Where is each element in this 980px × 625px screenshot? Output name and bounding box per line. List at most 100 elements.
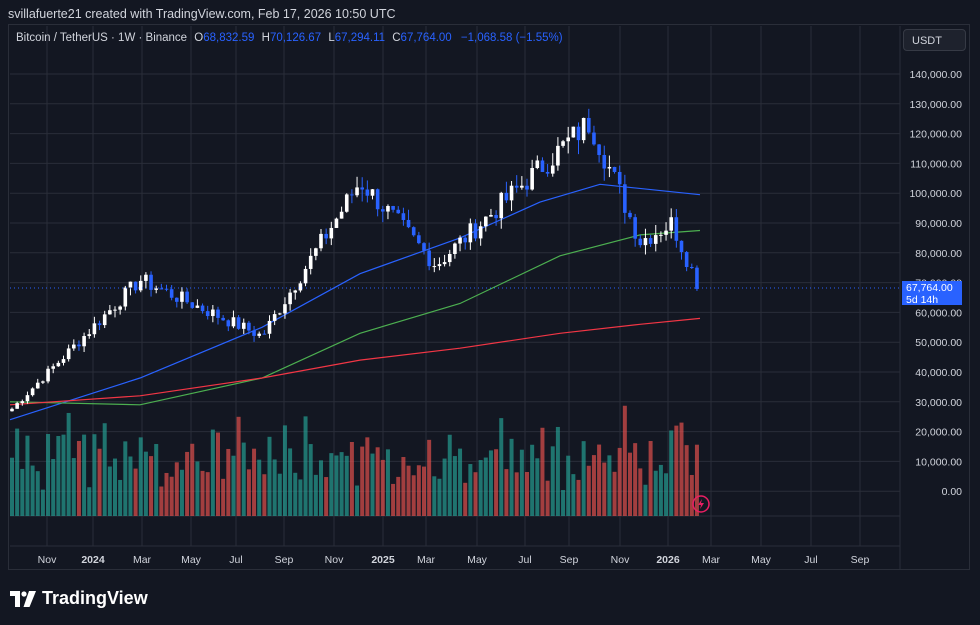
volume-bar	[504, 469, 509, 516]
candle-body	[690, 266, 694, 268]
close-value: 67,764.00	[400, 32, 452, 44]
y-tick-label: 30,000.00	[915, 397, 962, 409]
volume-bar	[586, 465, 591, 516]
candle-body	[355, 187, 359, 196]
volume-bar	[241, 442, 246, 516]
y-tick-label: 90,000.00	[915, 218, 962, 230]
currency-selector[interactable]: USDT	[903, 29, 966, 51]
volume-bar	[30, 465, 35, 516]
candle-body	[154, 288, 158, 290]
candle-body	[628, 212, 632, 218]
candle-body	[381, 209, 385, 212]
volume-bar	[396, 476, 401, 516]
volume-bar	[231, 455, 236, 516]
volume-bar	[545, 480, 550, 516]
candle-body	[484, 216, 488, 227]
volume-bar	[638, 468, 643, 516]
volume-bar	[514, 472, 519, 516]
candle-body	[695, 267, 699, 289]
volume-bar	[669, 430, 674, 516]
volume-bar	[519, 449, 524, 516]
candle-body	[478, 226, 483, 239]
candle-body	[504, 192, 509, 201]
candle-body	[406, 219, 411, 228]
candle-body	[252, 330, 256, 336]
candle-body	[530, 168, 534, 190]
candle-body	[144, 274, 148, 281]
candle-body	[30, 388, 35, 396]
volume-bar	[97, 448, 102, 516]
volume-bar	[664, 473, 669, 516]
candle-body	[643, 238, 648, 246]
volume-bar	[581, 441, 586, 516]
volume-bars	[10, 405, 699, 516]
candle-body	[607, 166, 612, 169]
y-tick-label: 20,000.00	[915, 427, 962, 439]
candle-body	[679, 240, 684, 253]
time-axis[interactable]: Nov 2024 Mar May Jul Sep Nov 2025 Mar May Jul Sep No…	[38, 554, 870, 566]
candle-body	[427, 250, 431, 267]
candle-body	[386, 206, 390, 212]
y-tick-label: 0.00	[942, 486, 963, 498]
volume-bar	[525, 472, 529, 516]
volume-bar	[344, 455, 349, 516]
brand-name: TradingView	[42, 588, 148, 608]
volume-bar	[138, 437, 143, 516]
volume-bar	[174, 462, 179, 516]
candle-body	[298, 283, 303, 291]
candle-body	[72, 344, 76, 349]
volume-bar	[205, 472, 210, 516]
candle-body	[396, 209, 401, 214]
lightning-bolt-icon[interactable]	[692, 495, 710, 513]
volume-bar	[298, 479, 303, 516]
volume-bar	[149, 456, 154, 516]
volume-bar	[597, 444, 602, 516]
volume-bar	[190, 443, 195, 516]
candle-body	[25, 395, 30, 402]
candle-body	[489, 214, 493, 217]
candle-body	[211, 309, 215, 317]
volume-bar	[252, 448, 257, 516]
moving-average-line	[9, 317, 701, 406]
volume-bar	[25, 435, 30, 516]
price-axis[interactable]: 140,000.00 130,000.00 120,000.00 110,000.00…	[909, 69, 962, 498]
candle-body	[195, 305, 200, 308]
symbol-label[interactable]: Bitcoin / TetherUS · 1W · Binance	[16, 32, 188, 44]
ohlc-legend: Bitcoin / TetherUS · 1W · Binance O68,83…	[16, 32, 563, 44]
moving-averages	[9, 183, 701, 421]
candle-body	[525, 185, 529, 190]
candle-body	[633, 217, 637, 239]
volume-bar	[272, 459, 277, 516]
tradingview-brand[interactable]: TradingView	[10, 588, 148, 609]
candle-body	[571, 126, 576, 138]
candle-body	[169, 289, 174, 298]
volume-bar	[46, 434, 51, 516]
volume-bar	[319, 460, 323, 516]
candle-body	[293, 290, 298, 293]
candle-body	[267, 320, 272, 334]
volume-bar	[643, 484, 648, 516]
chart-credit: svillafuerte21 created with TradingView.…	[8, 7, 396, 21]
volume-bar	[432, 476, 437, 516]
candle-body	[241, 322, 246, 329]
candle-body	[221, 317, 225, 321]
volume-bar	[442, 458, 447, 516]
candle-body	[61, 359, 66, 363]
x-tick-label: Nov	[325, 554, 344, 566]
candle-body	[339, 211, 344, 219]
candle-body	[417, 235, 421, 244]
volume-bar	[385, 449, 390, 516]
candle-body	[463, 237, 467, 243]
volume-bar	[236, 416, 241, 516]
candle-body	[447, 253, 452, 263]
volume-bar	[293, 472, 298, 516]
volume-bar	[164, 472, 169, 516]
y-tick-label: 110,000.00	[910, 158, 962, 170]
volume-bar	[416, 465, 421, 516]
volume-bar	[56, 436, 61, 516]
volume-bar	[154, 444, 159, 516]
candle-body	[581, 117, 586, 141]
candle-body	[587, 117, 591, 133]
open-label: O	[194, 32, 204, 44]
